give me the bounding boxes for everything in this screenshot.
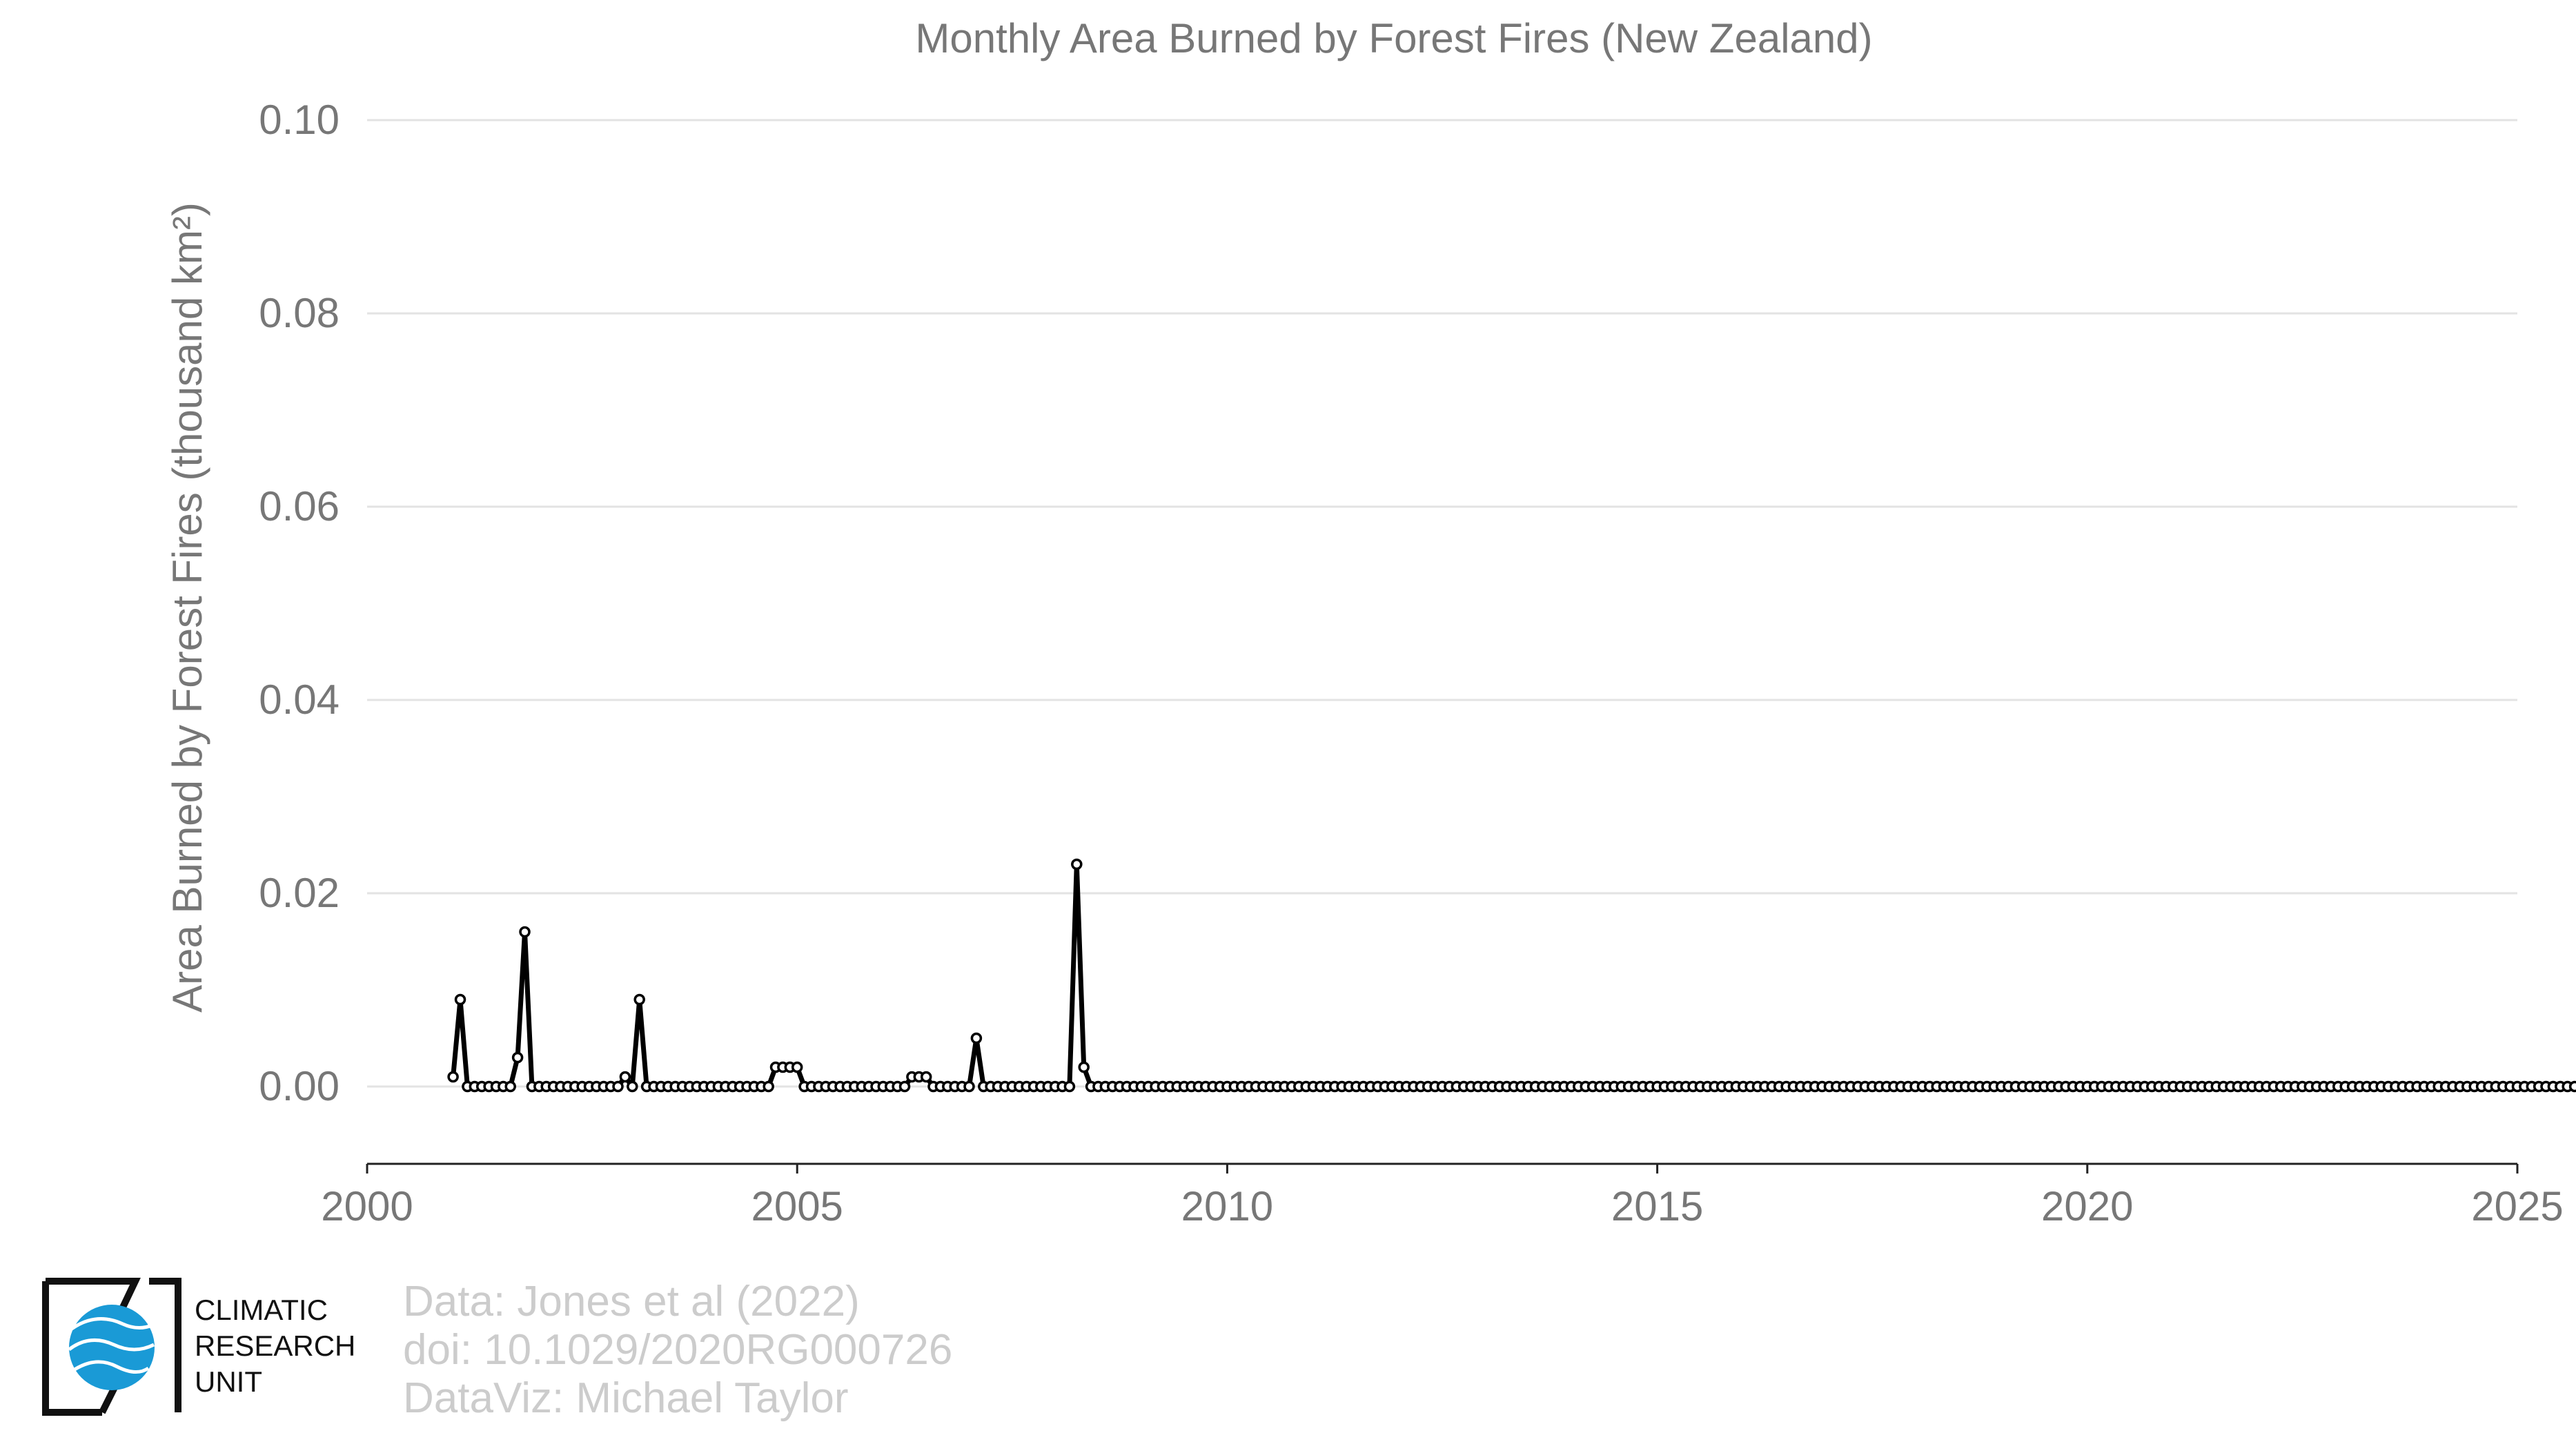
y-tick-label: 0.10	[259, 97, 340, 143]
x-tick-label: 2015	[1611, 1183, 1703, 1229]
credit-line-data: Data: Jones et al (2022)	[403, 1278, 860, 1325]
logo-slash-top	[46, 1278, 141, 1312]
logo: CLIMATIC RESEARCH UNIT	[42, 1278, 355, 1416]
logo-text-line2: RESEARCH	[195, 1330, 355, 1362]
globe-wave-3	[73, 1360, 150, 1374]
data-point	[627, 1080, 638, 1093]
logo-bracket-right	[149, 1278, 181, 1412]
data-point	[447, 1071, 459, 1083]
y-tick-label: 0.04	[259, 676, 340, 723]
x-tick-label: 2000	[321, 1183, 413, 1229]
data-point	[1071, 858, 1083, 870]
y-axis-label: Area Burned by Forest Fires (thousand km…	[164, 202, 210, 1013]
logo-text-line3: UNIT	[195, 1365, 262, 1398]
data-point	[763, 1080, 774, 1093]
data-point	[519, 926, 531, 938]
gridlines	[367, 119, 2517, 1088]
data-point	[1078, 1061, 1090, 1073]
data-point	[970, 1032, 983, 1044]
y-tick-label: 0.08	[259, 290, 340, 336]
globe-wave-1	[70, 1316, 153, 1331]
data-point	[920, 1071, 932, 1083]
data-point	[633, 993, 645, 1006]
chart-title: Monthly Area Burned by Forest Fires (New…	[915, 15, 1872, 61]
series	[447, 858, 2576, 1093]
x-tick-label: 2005	[751, 1183, 843, 1229]
credit-line-doi: doi: 10.1029/2020RG000726	[403, 1326, 952, 1374]
logo-text-line1: CLIMATIC	[195, 1294, 328, 1326]
data-point	[791, 1061, 803, 1073]
data-point	[898, 1080, 911, 1093]
series-line	[451, 861, 2576, 1089]
x-tick-label: 2025	[2471, 1183, 2563, 1229]
y-tick-label: 0.00	[259, 1063, 340, 1109]
y-tick-label: 0.02	[259, 870, 340, 916]
data-point	[511, 1051, 524, 1064]
axes: 0.00 0.02 0.04 0.06 0.08 0.10 2000 2005 2010 2015…	[259, 97, 2564, 1229]
data-point	[504, 1080, 516, 1093]
y-tick-label: 0.06	[259, 483, 340, 529]
x-tick-label: 2010	[1181, 1183, 1273, 1229]
data-point	[454, 993, 466, 1006]
data-point	[963, 1080, 975, 1093]
data-point	[2568, 1080, 2576, 1093]
x-tick-label: 2020	[2041, 1183, 2133, 1229]
logo-bracket-left	[42, 1281, 102, 1416]
data-point	[1063, 1080, 1076, 1093]
data-point	[619, 1071, 631, 1083]
credit-line-dataviz: DataViz: Michael Taylor	[403, 1374, 849, 1422]
data-point	[612, 1080, 624, 1093]
globe-wave-2	[68, 1338, 155, 1352]
